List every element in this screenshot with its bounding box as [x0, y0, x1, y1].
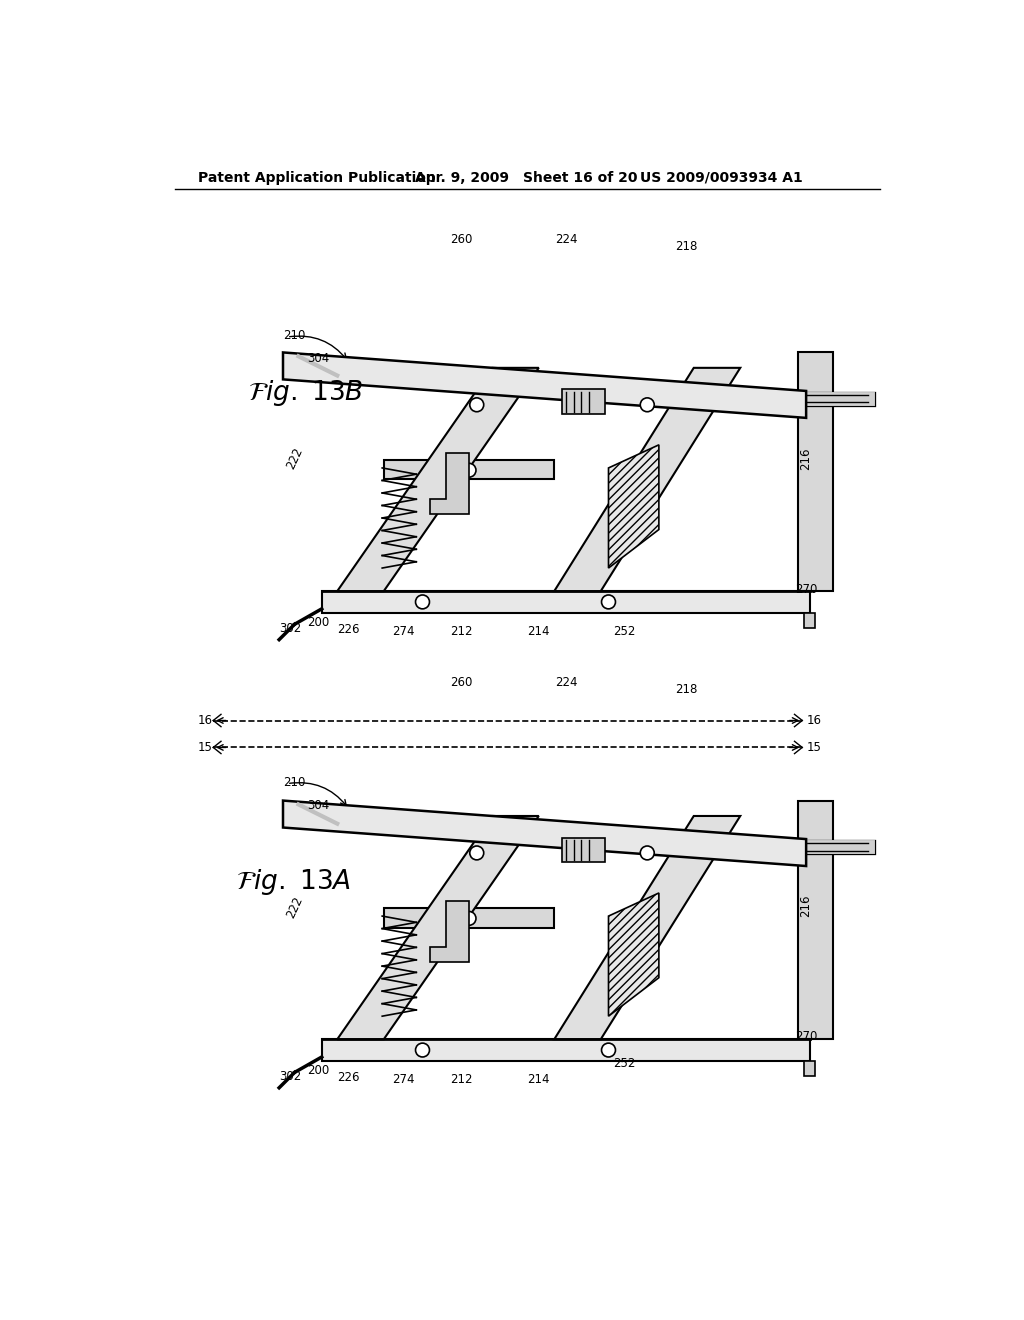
Text: 16: 16 — [806, 714, 821, 727]
Bar — [804, 612, 815, 628]
Text: 218: 218 — [675, 240, 697, 253]
Polygon shape — [430, 900, 469, 962]
Bar — [804, 1061, 815, 1076]
Text: 252: 252 — [612, 1056, 635, 1069]
Text: $\mathcal{F}ig.\ 13A$: $\mathcal{F}ig.\ 13A$ — [237, 867, 351, 898]
Text: 270: 270 — [795, 1030, 817, 1043]
Text: 214: 214 — [527, 1073, 550, 1086]
Text: 260: 260 — [451, 232, 472, 246]
Text: 216: 216 — [800, 894, 813, 916]
Polygon shape — [322, 1039, 810, 1061]
Text: 16: 16 — [198, 714, 213, 727]
Circle shape — [601, 595, 615, 609]
Polygon shape — [608, 445, 658, 568]
Text: 222: 222 — [284, 446, 305, 471]
Text: $\mathcal{F}ig.\ 13B$: $\mathcal{F}ig.\ 13B$ — [248, 379, 364, 408]
Text: 270: 270 — [795, 583, 817, 597]
Text: 226: 226 — [338, 623, 360, 636]
Text: 274: 274 — [392, 1073, 415, 1086]
Text: 218: 218 — [675, 684, 697, 696]
Text: 222: 222 — [284, 894, 305, 920]
Circle shape — [462, 911, 476, 925]
Text: 304: 304 — [307, 799, 329, 812]
Text: 224: 224 — [555, 676, 578, 689]
Polygon shape — [384, 908, 554, 928]
Polygon shape — [799, 352, 834, 591]
Polygon shape — [799, 800, 834, 1039]
Circle shape — [470, 846, 483, 859]
Polygon shape — [337, 368, 539, 591]
Circle shape — [601, 1043, 615, 1057]
Text: 304: 304 — [307, 352, 329, 366]
Text: Sheet 16 of 20: Sheet 16 of 20 — [523, 170, 638, 185]
Circle shape — [640, 397, 654, 412]
Circle shape — [470, 397, 483, 412]
Text: 302: 302 — [280, 1069, 302, 1082]
Text: 216: 216 — [800, 447, 813, 470]
Polygon shape — [430, 453, 469, 515]
Text: 302: 302 — [280, 622, 302, 635]
Text: Patent Application Publication: Patent Application Publication — [198, 170, 435, 185]
Polygon shape — [322, 591, 810, 612]
Bar — [562, 838, 604, 862]
Polygon shape — [554, 368, 740, 591]
Circle shape — [416, 595, 429, 609]
Bar — [562, 389, 604, 414]
Text: 15: 15 — [198, 741, 213, 754]
Text: US 2009/0093934 A1: US 2009/0093934 A1 — [640, 170, 802, 185]
Circle shape — [640, 846, 654, 859]
Polygon shape — [608, 892, 658, 1016]
Text: 212: 212 — [450, 624, 472, 638]
Text: 210: 210 — [284, 329, 306, 342]
Text: 252: 252 — [612, 624, 635, 638]
Text: 200: 200 — [307, 616, 329, 630]
Text: 200: 200 — [307, 1064, 329, 1077]
Polygon shape — [283, 352, 806, 418]
Polygon shape — [384, 461, 554, 479]
Text: 226: 226 — [338, 1072, 360, 1084]
Text: 260: 260 — [451, 676, 472, 689]
Polygon shape — [283, 800, 806, 866]
Text: 15: 15 — [807, 741, 821, 754]
Text: 212: 212 — [450, 1073, 472, 1086]
Text: Apr. 9, 2009: Apr. 9, 2009 — [415, 170, 509, 185]
Polygon shape — [554, 816, 740, 1039]
Text: 210: 210 — [284, 776, 306, 788]
Text: 274: 274 — [392, 624, 415, 638]
Circle shape — [416, 1043, 429, 1057]
Text: 214: 214 — [527, 624, 550, 638]
Text: 224: 224 — [555, 232, 578, 246]
Polygon shape — [337, 816, 539, 1039]
Circle shape — [462, 463, 476, 477]
